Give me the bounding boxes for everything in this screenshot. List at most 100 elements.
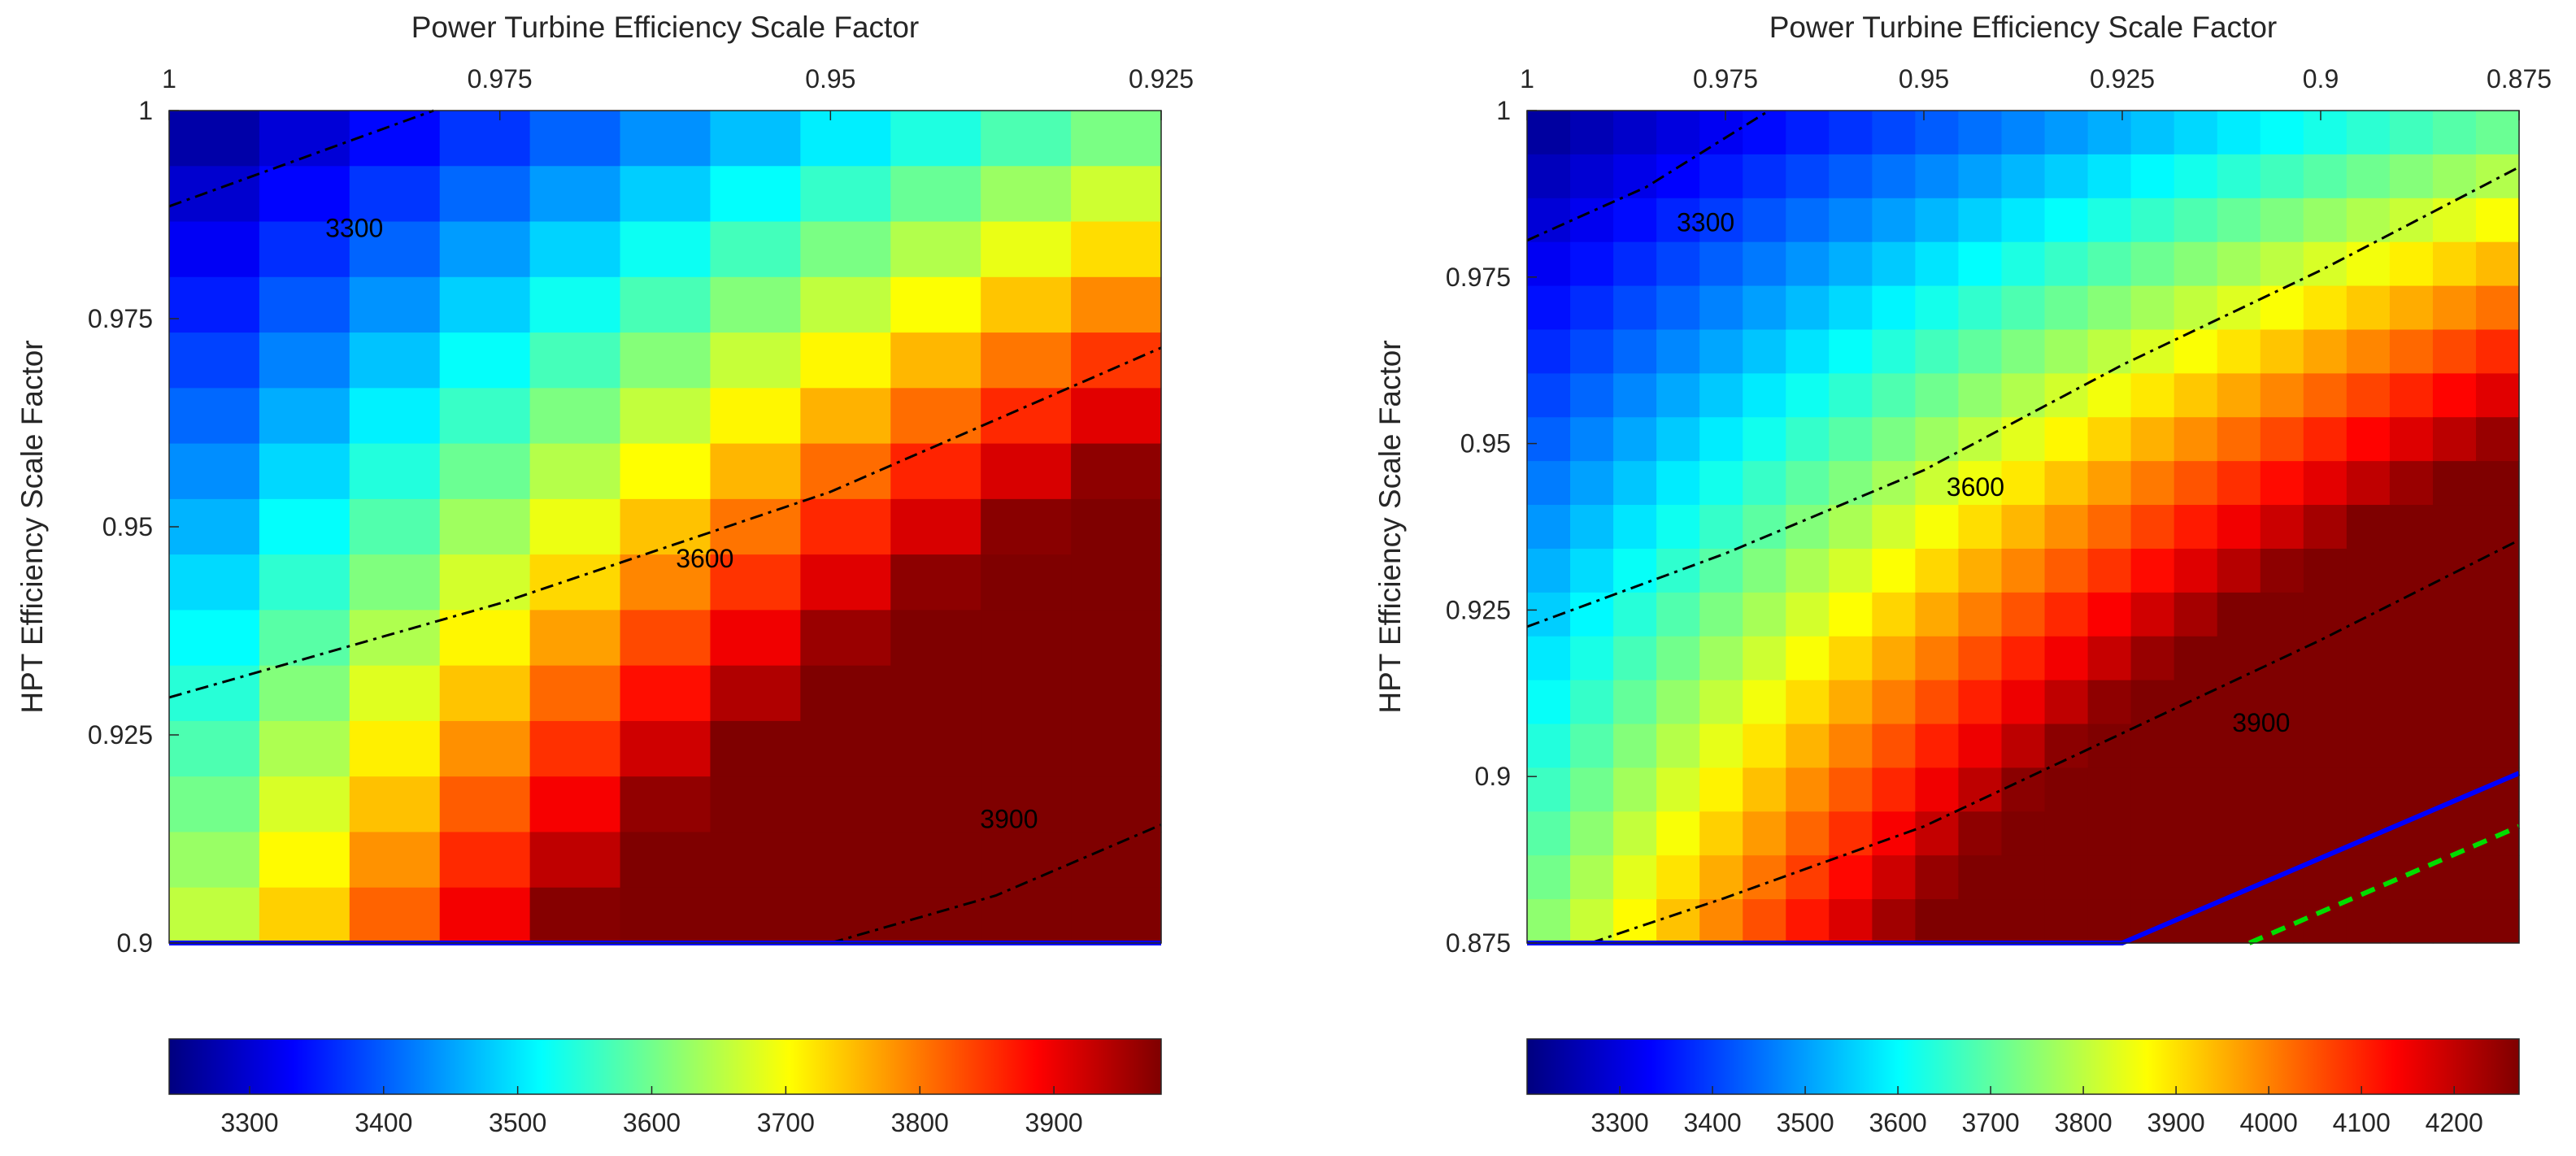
heatmap-cell	[2303, 373, 2348, 418]
heatmap-cell	[2130, 505, 2175, 550]
heatmap-cell	[1656, 899, 1700, 944]
heatmap-cell	[2087, 111, 2132, 155]
heatmap-cell	[1786, 329, 1830, 374]
heatmap-cell	[1915, 505, 1960, 550]
heatmap-cell	[2260, 198, 2304, 243]
heatmap-cell	[710, 166, 801, 223]
heatmap-cell	[1656, 548, 1700, 593]
heatmap-cell	[1613, 285, 1657, 331]
colorbar-tick-label: 4200	[2426, 1108, 2483, 1137]
heatmap-cell	[2475, 329, 2520, 374]
heatmap-cell	[1786, 373, 1830, 418]
heatmap-cell	[1872, 111, 1916, 155]
heatmap-cell	[981, 832, 1072, 889]
heatmap-cell	[2001, 198, 2046, 243]
heatmap-cell	[981, 166, 1072, 223]
heatmap-cell	[1743, 505, 1786, 550]
heatmap-cell	[1743, 680, 1786, 725]
heatmap-cell	[2130, 548, 2175, 593]
heatmap-cell	[2346, 505, 2391, 550]
left-heatmap-chart: 3300 3600 3900 1 0.975 0.95 0.925 1 0.975 0.95 0.9…	[15, 11, 1194, 1137]
heatmap-cell	[1656, 329, 1700, 374]
heatmap-cell	[2001, 154, 2046, 199]
heatmap-cell	[169, 720, 260, 777]
heatmap-cell	[1527, 373, 1571, 418]
heatmap-cell	[2217, 767, 2261, 812]
heatmap-cell	[1570, 461, 1614, 506]
heatmap-cell	[529, 776, 621, 833]
heatmap-cell	[710, 832, 801, 889]
heatmap-cell	[1872, 373, 1916, 418]
heatmap-cell	[2475, 636, 2520, 681]
colorbar-tick-label: 3300	[1590, 1108, 1648, 1137]
heatmap-cell	[1613, 767, 1657, 812]
heatmap-cell	[800, 610, 891, 667]
heatmap-cells	[1527, 111, 2520, 944]
colorbar-tick-label: 4000	[2240, 1108, 2298, 1137]
heatmap-cell	[529, 610, 621, 667]
y-tick-label: 0.875	[1446, 928, 1511, 958]
heatmap-cell	[2475, 592, 2520, 637]
heatmap-cell	[890, 610, 981, 667]
heatmap-cell	[1958, 855, 2003, 900]
heatmap-cell	[1958, 329, 2003, 374]
heatmap-cell	[710, 388, 801, 445]
heatmap-cell	[1656, 592, 1700, 637]
heatmap-cell	[1527, 680, 1571, 725]
heatmap-cell	[1915, 154, 1960, 199]
heatmap-cell	[1570, 548, 1614, 593]
heatmap-cell	[2303, 505, 2348, 550]
y-axis-label: HPT Efficiency Scale Factor	[15, 340, 49, 713]
heatmap-cell	[890, 720, 981, 777]
heatmap-cell	[2260, 548, 2304, 593]
heatmap-cell	[1829, 241, 1873, 287]
heatmap-cell	[1915, 285, 1960, 331]
heatmap-cell	[1570, 154, 1614, 199]
heatmap-cell	[1915, 461, 1960, 506]
heatmap-cell	[1570, 373, 1614, 418]
heatmap-cell	[1527, 111, 1571, 155]
heatmap-cell	[1829, 724, 1873, 769]
heatmap-cell	[710, 776, 801, 833]
heatmap-cell	[2432, 505, 2477, 550]
heatmap-cell	[2087, 417, 2132, 462]
heatmap-cell	[349, 887, 441, 944]
heatmap-cell	[890, 776, 981, 833]
heatmap-cell	[2174, 461, 2218, 506]
heatmap-cell	[439, 276, 531, 333]
heatmap-cell	[1699, 373, 1743, 418]
heatmap-cell	[1786, 505, 1830, 550]
heatmap-cell	[2001, 111, 2046, 155]
heatmap-cell	[890, 221, 981, 278]
heatmap-cell	[1527, 636, 1571, 681]
heatmap-cell	[2260, 724, 2304, 769]
heatmap-cell	[890, 498, 981, 555]
heatmap-cell	[1743, 548, 1786, 593]
heatmap-cell	[2174, 548, 2218, 593]
heatmap-cell	[349, 498, 441, 555]
heatmap-cell	[2217, 811, 2261, 856]
heatmap-cell	[1829, 855, 1873, 900]
heatmap-cell	[890, 388, 981, 445]
heatmap-cell	[2475, 899, 2520, 944]
y-tick-label: 0.975	[1446, 263, 1511, 292]
heatmap-cell	[1613, 505, 1657, 550]
heatmap-cell	[529, 554, 621, 611]
heatmap-cell	[2174, 111, 2218, 155]
heatmap-cell	[1958, 636, 2003, 681]
heatmap-cell	[1958, 461, 2003, 506]
heatmap-cell	[710, 720, 801, 777]
colorbar-tick-label: 3900	[1025, 1108, 1083, 1137]
heatmap-cell	[349, 610, 441, 667]
colorbar	[1526, 1038, 2520, 1095]
heatmap-cell	[981, 776, 1072, 833]
heatmap-cell	[1872, 198, 1916, 243]
y-tick-label: 0.925	[1446, 595, 1511, 624]
heatmap-cell	[620, 720, 711, 777]
heatmap-cell	[1656, 767, 1700, 812]
heatmap-cell	[2001, 680, 2046, 725]
heatmap-cell	[439, 832, 531, 889]
heatmap-cell	[2217, 680, 2261, 725]
heatmap-cell	[1570, 241, 1614, 287]
